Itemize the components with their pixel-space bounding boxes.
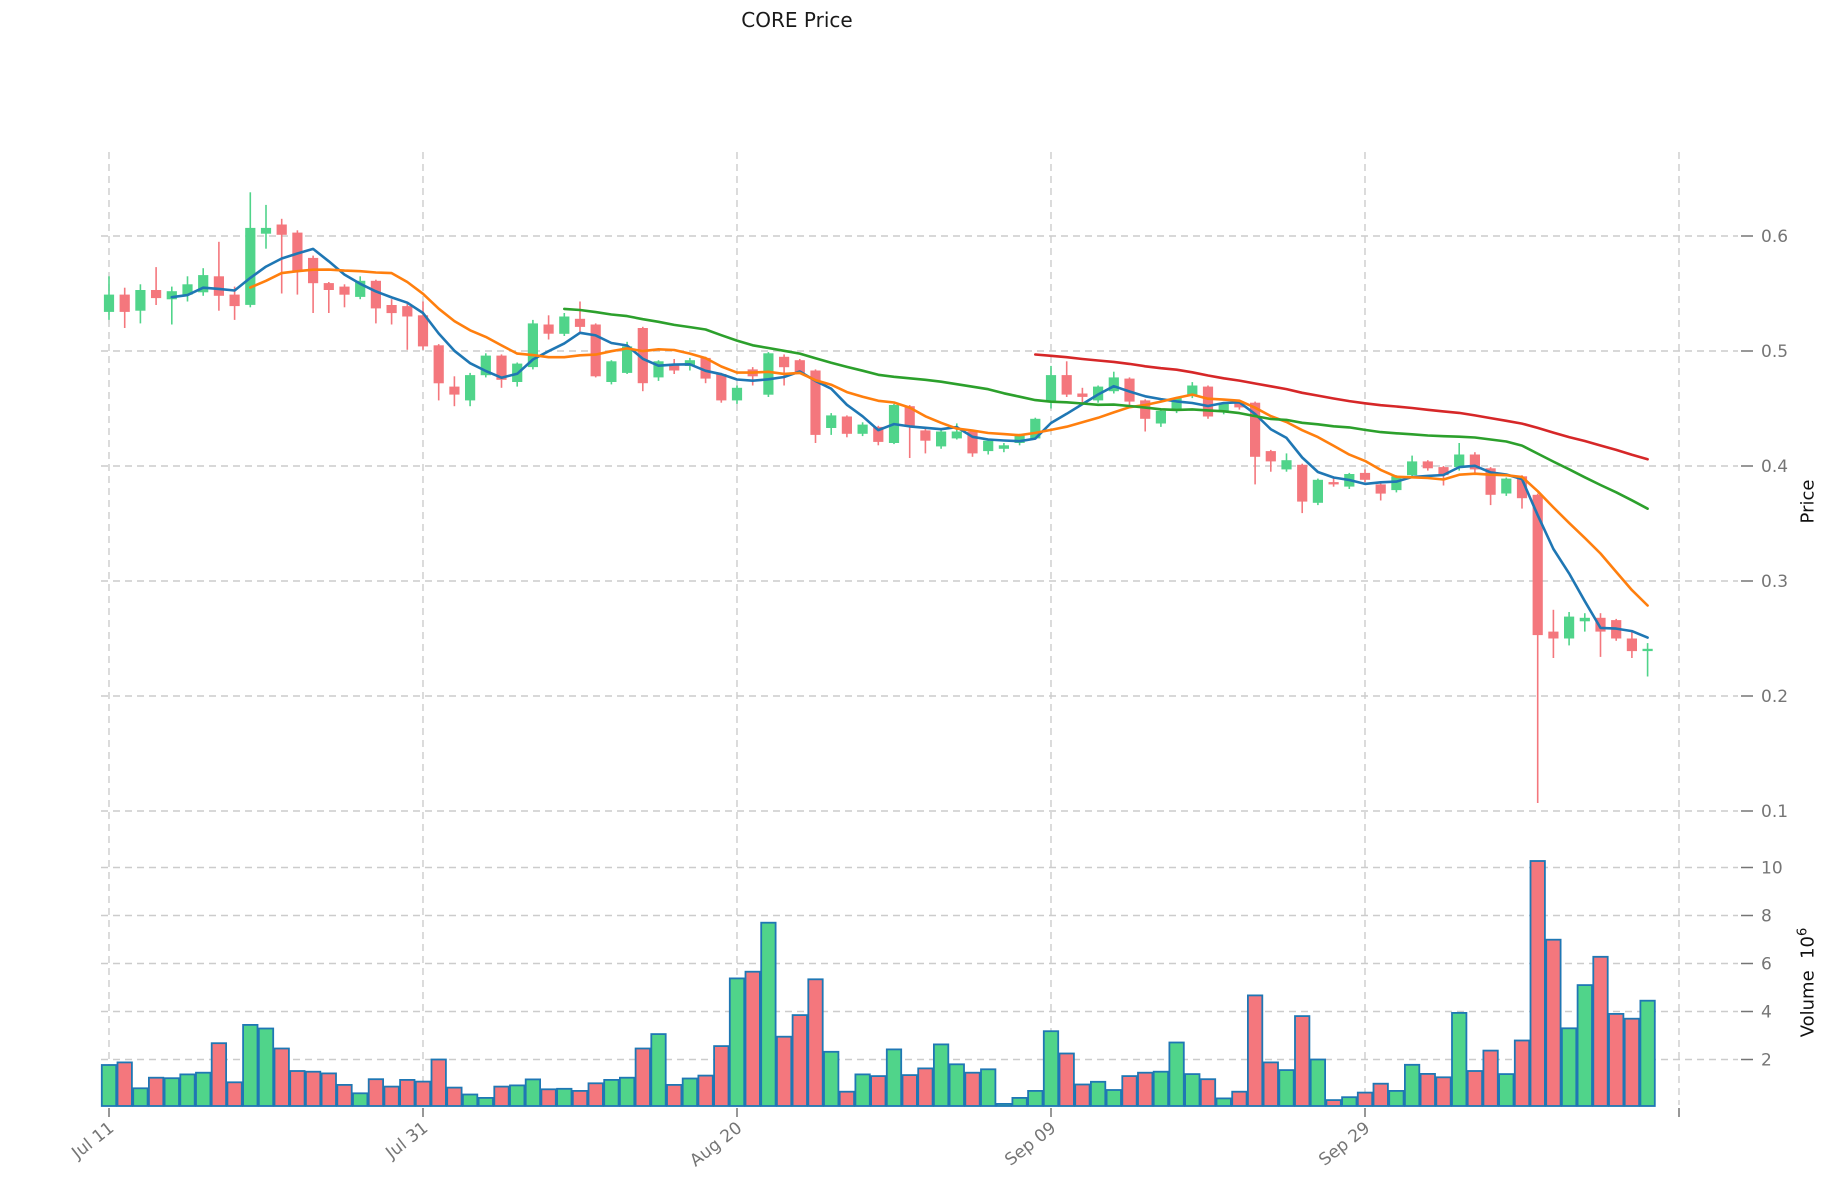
ma-line-30 xyxy=(562,307,1649,511)
volume-axis-label-text: Volume xyxy=(1797,970,1819,1038)
candle-wicks xyxy=(108,192,1649,803)
x-axis-labels: Jul 11 Jul 31 Aug 20 Sep 09 Sep 29 xyxy=(68,1118,1375,1171)
svg-text:Jul 11: Jul 11 xyxy=(68,1118,119,1164)
svg-text:2: 2 xyxy=(1761,1051,1772,1071)
svg-text:Sep 09: Sep 09 xyxy=(1001,1118,1060,1170)
svg-text:6: 6 xyxy=(1761,955,1772,975)
svg-text:0.3: 0.3 xyxy=(1761,572,1788,592)
volume-bars xyxy=(100,860,1656,1107)
svg-text:0.2: 0.2 xyxy=(1761,687,1788,707)
svg-text:4: 4 xyxy=(1761,1003,1772,1023)
grid-horizontal-price xyxy=(101,235,1738,812)
volume-axis-label: Volume 106 xyxy=(1796,898,1819,1068)
svg-text:Jul 31: Jul 31 xyxy=(382,1118,433,1164)
candle-bodies xyxy=(103,224,1653,652)
svg-text:0.6: 0.6 xyxy=(1761,227,1788,247)
ma-line-10 xyxy=(249,268,1649,607)
ma-line-5 xyxy=(170,247,1649,639)
svg-text:0.5: 0.5 xyxy=(1761,342,1788,362)
price-axis-label: Price xyxy=(1798,442,1819,562)
svg-text:0.1: 0.1 xyxy=(1761,802,1788,822)
y-axis-labels: 0.1 0.2 0.3 0.4 0.5 0.6 2 4 6 8 10 xyxy=(1761,227,1788,1071)
volume-axis-unit-base: 10 xyxy=(1797,935,1819,959)
svg-text:Sep 29: Sep 29 xyxy=(1315,1118,1374,1170)
volume-axis-unit-exponent: 6 xyxy=(1795,927,1811,936)
ma-line-60 xyxy=(1034,353,1649,461)
y-axis-ticks xyxy=(1741,235,1753,1061)
svg-text:0.4: 0.4 xyxy=(1761,457,1788,477)
svg-text:Aug 20: Aug 20 xyxy=(686,1118,746,1171)
grid-horizontal-volume xyxy=(101,866,1738,1061)
svg-text:10: 10 xyxy=(1761,859,1783,879)
price-axis-label-text: Price xyxy=(1797,479,1819,524)
chart-title: CORE Price xyxy=(741,8,853,32)
svg-text:8: 8 xyxy=(1761,907,1772,927)
x-axis-ticks xyxy=(108,1108,1680,1117)
